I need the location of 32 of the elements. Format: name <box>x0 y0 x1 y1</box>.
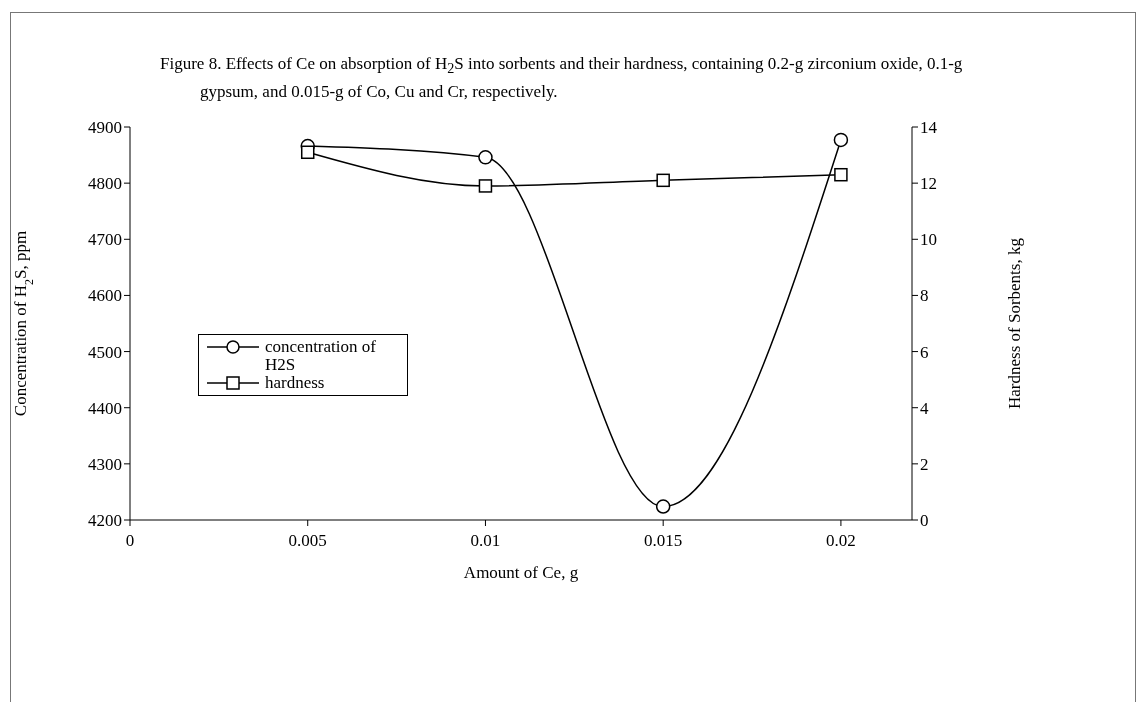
y-tick-label: 4900 <box>88 118 122 138</box>
x-tick-label: 0 <box>125 531 135 551</box>
y2-tick-label: 10 <box>920 230 937 250</box>
point <box>656 173 670 188</box>
point <box>478 179 493 193</box>
x-axis-title: Amount of Ce, g <box>463 563 579 582</box>
y-tick-label: 4500 <box>88 342 122 362</box>
y-tick-label: 4700 <box>88 230 122 250</box>
point <box>655 499 671 514</box>
y2-tick-label: 14 <box>920 118 938 138</box>
y2-tick-label: 6 <box>920 342 929 362</box>
point <box>834 167 848 182</box>
point <box>833 132 849 148</box>
point <box>478 150 493 165</box>
point <box>300 145 315 160</box>
y-tick-label: 4300 <box>88 454 122 474</box>
legend-label: hardness <box>265 373 325 392</box>
x-tick-label: 0.005 <box>288 531 327 551</box>
y-tick-label: 4600 <box>88 286 122 306</box>
y2-tick-label: 4 <box>920 398 929 418</box>
chart-title: Figure 8. Effects of Ce on absorption of H$_{2}$S into sorbents and their hardness, containing 0.2-g zirconium oxide, 0.1-g gypsum, and 0.015-g of Co, Cu and Cr, respectively. <box>160 53 964 104</box>
y2-tick-label: 2 <box>920 454 929 474</box>
x-tick-label: 0.02 <box>826 531 856 551</box>
y2-axis-title: Hardness of Sorbents, kg <box>1005 237 1024 409</box>
y2-tick-label: 12 <box>920 174 937 194</box>
y-tick-label: 4800 <box>88 174 122 194</box>
x-tick-label: 0.015 <box>644 531 683 551</box>
y2-tick-label: 8 <box>920 286 929 306</box>
y-tick-label: 4400 <box>88 398 122 418</box>
y-tick-label: 4200 <box>88 511 122 531</box>
x-tick-label: 0.01 <box>470 531 501 551</box>
y2-tick-label: 0 <box>920 511 929 531</box>
